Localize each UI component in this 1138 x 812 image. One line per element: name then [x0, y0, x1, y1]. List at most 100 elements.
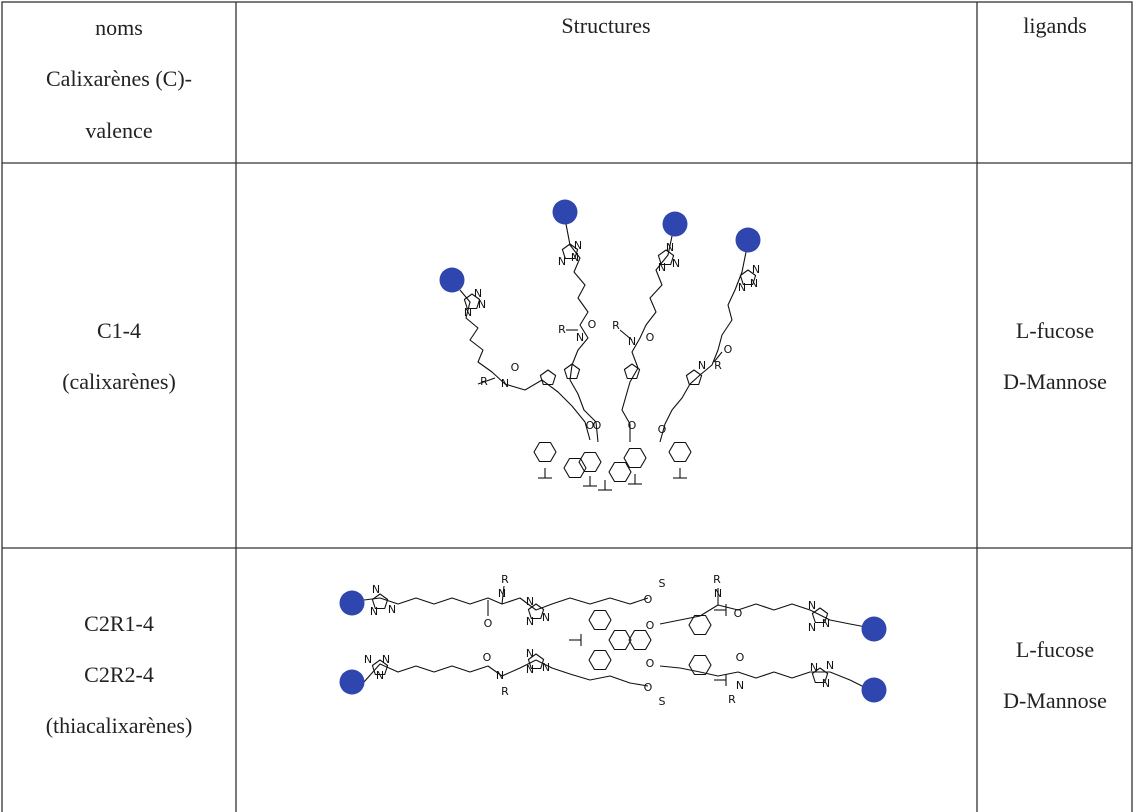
- atom-label: S: [659, 577, 666, 590]
- aromatic-ring: [668, 441, 692, 463]
- atom-label: R: [480, 375, 488, 388]
- atom-label: N: [628, 335, 636, 348]
- atom-label: N: [571, 251, 579, 264]
- aromatic-ring: [588, 609, 612, 631]
- atom-label: O: [734, 607, 743, 620]
- atom-label: N: [498, 587, 506, 600]
- ligand: L-fucose: [1016, 318, 1094, 343]
- atom-label: N: [658, 261, 666, 274]
- compound-name: C1-4: [97, 318, 141, 343]
- atom-label: O: [588, 318, 597, 331]
- triazole-ring: [563, 363, 581, 380]
- atom-label: R: [501, 685, 509, 698]
- atom-label: O: [658, 423, 667, 436]
- ligand-sphere: [552, 199, 578, 225]
- atom-label: N: [526, 663, 534, 676]
- atom-label: N: [474, 287, 482, 300]
- atom-label: N: [382, 653, 390, 666]
- atom-label: O: [628, 419, 637, 432]
- header-text: ligands: [1023, 13, 1087, 38]
- aromatic-ring: [608, 629, 632, 651]
- header-text: Structures: [561, 13, 650, 38]
- triazole-ring: [811, 607, 829, 624]
- atom-label: N: [478, 298, 486, 311]
- bond: [659, 251, 747, 443]
- triazole-ring: [623, 363, 641, 380]
- atom-label: O: [646, 331, 655, 344]
- triazole-ring: [371, 659, 389, 676]
- ligand: L-fucose: [1016, 637, 1094, 662]
- ligand: D-Mannose: [1003, 369, 1107, 394]
- atom-label: N: [808, 599, 816, 612]
- compound-name: C2R2-4: [84, 662, 154, 687]
- atom-label: N: [526, 615, 534, 628]
- ligand-sphere: [861, 616, 887, 642]
- atom-label: N: [738, 281, 746, 294]
- ligand-sphere: [735, 227, 761, 253]
- bond: [363, 659, 649, 687]
- atom-label: N: [574, 239, 582, 252]
- atom-label: R: [501, 573, 509, 586]
- ligand: D-Mannose: [1003, 688, 1107, 713]
- atom-label: N: [464, 306, 472, 319]
- atom-label: N: [736, 679, 744, 692]
- aromatic-ring: [563, 457, 587, 479]
- bond: [459, 289, 591, 441]
- triazole-ring: [463, 293, 481, 310]
- atom-label: N: [698, 359, 706, 372]
- atom-label: N: [542, 661, 550, 674]
- atom-label: N: [364, 653, 372, 666]
- atom-label: O: [511, 361, 520, 374]
- aromatic-ring: [688, 654, 712, 676]
- ligand-sphere: [339, 590, 365, 616]
- aromatic-ring: [688, 614, 712, 636]
- ligand-sphere: [339, 669, 365, 695]
- triazole-ring: [657, 249, 675, 266]
- ligand-sphere: [439, 267, 465, 293]
- atom-label: N: [808, 621, 816, 634]
- aromatic-ring: [578, 451, 602, 473]
- triazole-ring: [561, 243, 579, 260]
- aromatic-ring: [588, 649, 612, 671]
- atom-label: N: [496, 669, 504, 682]
- atom-label: N: [826, 659, 834, 672]
- triazole-ring: [527, 603, 545, 620]
- atom-label: N: [714, 587, 722, 600]
- atom-label: N: [501, 377, 509, 390]
- compound-name: (calixarènes): [62, 369, 176, 394]
- bond: [565, 223, 599, 443]
- atom-label: O: [646, 657, 655, 670]
- structure-thiacalixarene: [363, 585, 867, 689]
- compound-name: C2R1-4: [84, 611, 154, 636]
- atom-label: R: [612, 319, 620, 332]
- triazole-ring: [527, 653, 545, 670]
- atom-label: R: [558, 323, 566, 336]
- atom-label: R: [714, 359, 722, 372]
- triazole-ring: [539, 369, 557, 386]
- atom-label: N: [752, 263, 760, 276]
- bond: [477, 377, 496, 385]
- triazole-ring: [371, 593, 389, 610]
- bond: [619, 329, 633, 341]
- atom-label: N: [526, 595, 534, 608]
- compound-name: (thiacalixarènes): [46, 713, 193, 738]
- aromatic-ring: [608, 461, 632, 483]
- bond: [621, 235, 673, 442]
- atom-label: O: [644, 681, 653, 694]
- ligand-sphere: [662, 211, 688, 237]
- atom-label: N: [576, 331, 584, 344]
- atom-label: N: [666, 241, 674, 254]
- header-text: Calixarènes (C)-: [46, 66, 192, 91]
- triazole-ring: [811, 667, 829, 684]
- aromatic-ring: [628, 629, 652, 651]
- atom-label: N: [750, 277, 758, 290]
- ligand-sphere: [861, 677, 887, 703]
- atom-label: N: [542, 611, 550, 624]
- atom-label: N: [810, 661, 818, 674]
- atom-label: S: [659, 695, 666, 708]
- atom-label: O: [593, 419, 602, 432]
- bond: [659, 603, 867, 628]
- bond: [659, 665, 867, 689]
